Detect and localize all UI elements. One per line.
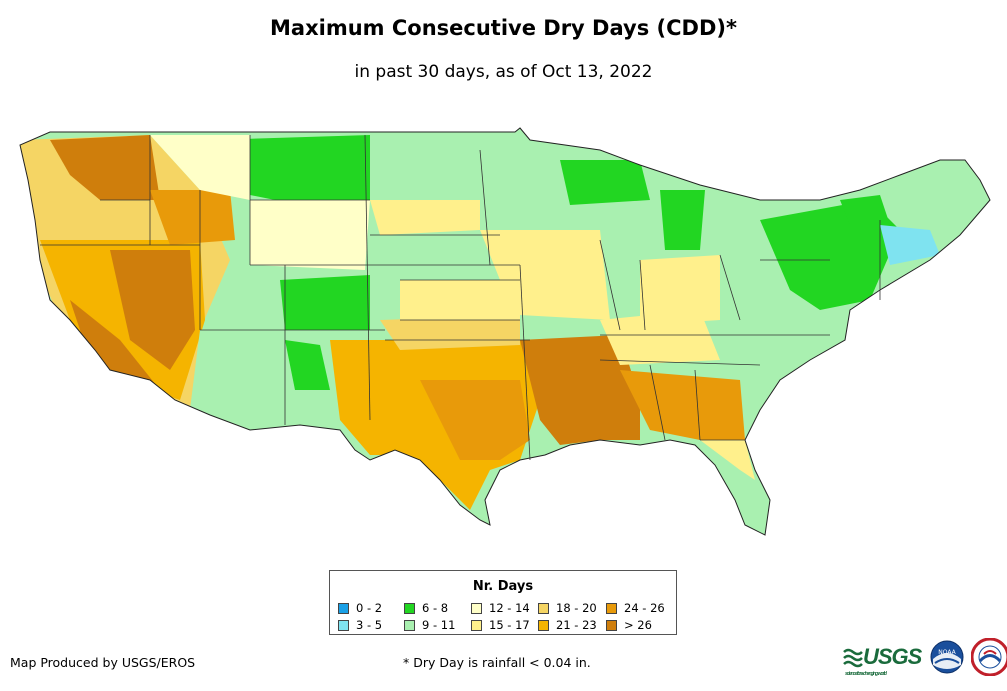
region-florida-15-17 (700, 440, 755, 480)
region-georgia-24-26 (620, 370, 745, 440)
region-idaho-24-26 (150, 190, 235, 245)
region-new-england-3-5 (880, 225, 940, 265)
region-ohio-15-17 (640, 255, 720, 325)
usgs-wave-icon (843, 648, 863, 668)
legend-item: 12 - 14 (471, 601, 530, 615)
legend-swatch (338, 602, 349, 614)
region-east-texas-24-26 (420, 380, 530, 460)
legend-swatch (606, 602, 617, 614)
region-michigan-6-8 (660, 190, 705, 250)
region-nm-6-8 (285, 340, 330, 390)
legend-swatch (471, 602, 482, 614)
logos: USGS science for a changing world NOAA (843, 638, 1007, 677)
usgs-tagline: science for a changing world (845, 671, 887, 677)
legend: Nr. Days 0 - 2 3 - 5 6 - 8 9 - 11 12 - 1… (329, 570, 677, 635)
region-dakotas-15-17 (370, 200, 480, 235)
region-iowa-15-17 (480, 230, 610, 320)
legend-item: 9 - 11 (404, 618, 455, 632)
legend-item: 21 - 23 (538, 618, 597, 632)
legend-item: 6 - 8 (404, 601, 448, 615)
legend-swatch (538, 602, 549, 614)
legend-title: Nr. Days (472, 579, 534, 594)
region-lower-miss-gt26 (520, 335, 640, 445)
producer-credit: Map Produced by USGS/EROS (10, 655, 196, 670)
legend-swatch (471, 619, 482, 631)
region-wisconsin-6-8 (560, 160, 650, 205)
region-northeast-6-8 (760, 200, 900, 310)
legend-item: 0 - 2 (338, 601, 382, 615)
region-colorado-6-8 (280, 275, 370, 330)
dry-day-footnote: * Dry Day is rainfall < 0.04 in. (403, 655, 591, 670)
us-outline (19, 127, 991, 536)
svg-text:NOAA: NOAA (939, 649, 957, 656)
state-borders (40, 134, 881, 461)
region-vermont-6-8 (840, 195, 890, 225)
region-kansas-15-17 (400, 280, 520, 320)
legend-item: 15 - 17 (471, 618, 530, 632)
region-tennessee-15-17 (600, 310, 720, 365)
nws-logo (971, 638, 1007, 676)
us-cdd-map (19, 127, 991, 536)
region-oklahoma-18-20 (380, 315, 520, 350)
legend-item: 24 - 26 (606, 601, 665, 615)
legend-item: > 26 (606, 618, 652, 632)
usgs-wordmark: USGS (863, 644, 922, 669)
legend-swatch (404, 602, 415, 614)
legend-swatch (338, 619, 349, 631)
noaa-logo: NOAA (930, 640, 964, 674)
usgs-logo: USGS science for a changing world (843, 644, 922, 677)
legend-swatch (404, 619, 415, 631)
map-title: Maximum Consecutive Dry Days (CDD)* (270, 16, 737, 40)
legend-item: 3 - 5 (338, 618, 382, 632)
region-nevada-gt26 (110, 250, 195, 370)
region-arizona-9-11 (190, 330, 295, 430)
region-wyoming-12-14 (250, 200, 370, 270)
region-oregon-gt26 (50, 135, 160, 200)
legend-swatch (538, 619, 549, 631)
region-idaho-12-14 (150, 135, 250, 200)
legend-item: 18 - 20 (538, 601, 597, 615)
legend-swatch (606, 619, 617, 631)
region-socal-gt26 (70, 300, 160, 390)
map-subtitle: in past 30 days, as of Oct 13, 2022 (354, 62, 653, 82)
